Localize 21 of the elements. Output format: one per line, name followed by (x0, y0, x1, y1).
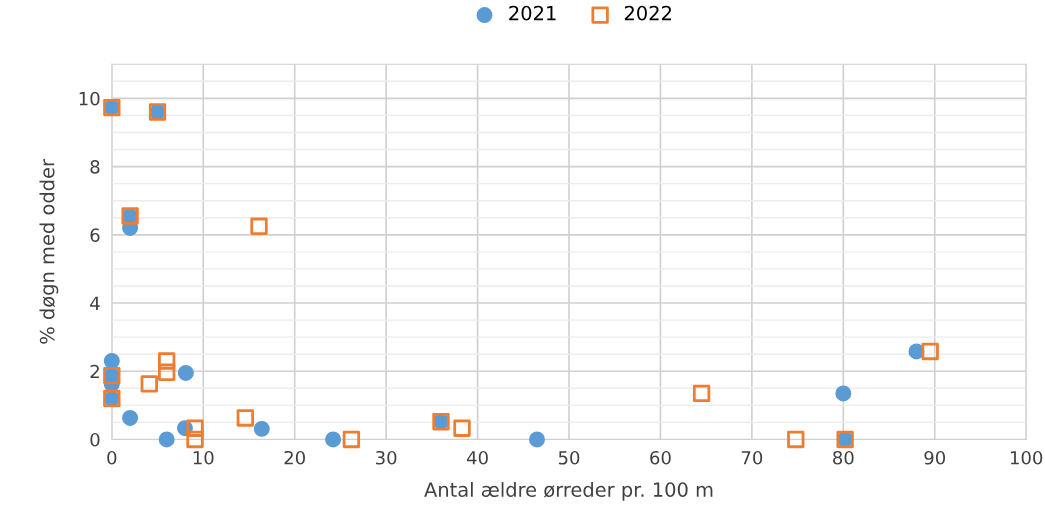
x-tick-label: 80 (833, 450, 854, 465)
x-tick-label: 30 (376, 450, 397, 465)
y-tick-label: 8 (90, 160, 100, 174)
y-tick-label: 2 (90, 364, 99, 379)
y-axis-title: % døgn med odder (39, 159, 59, 344)
y-tick-label: 10 (79, 91, 100, 106)
x-tick-label: 70 (741, 450, 763, 465)
x-tick-label: 10 (193, 450, 214, 465)
x-tick-label: 50 (558, 450, 580, 465)
x-axis-title: Antal ældre ørreder pr. 100 m (424, 481, 713, 501)
x-tick-label: 90 (924, 450, 946, 465)
x-tick-label: 0 (107, 450, 117, 465)
y-tick-label: 0 (90, 432, 100, 447)
legend-label: 2022 (624, 5, 671, 21)
y-tick-label: 6 (90, 228, 100, 242)
x-tick-label: 40 (466, 450, 488, 465)
y-tick-label: 4 (90, 296, 100, 310)
x-tick-label: 20 (284, 450, 305, 465)
legend-label: 2021 (509, 5, 556, 21)
x-tick-label: 100 (1010, 450, 1043, 465)
x-tick-label: 60 (650, 450, 671, 465)
